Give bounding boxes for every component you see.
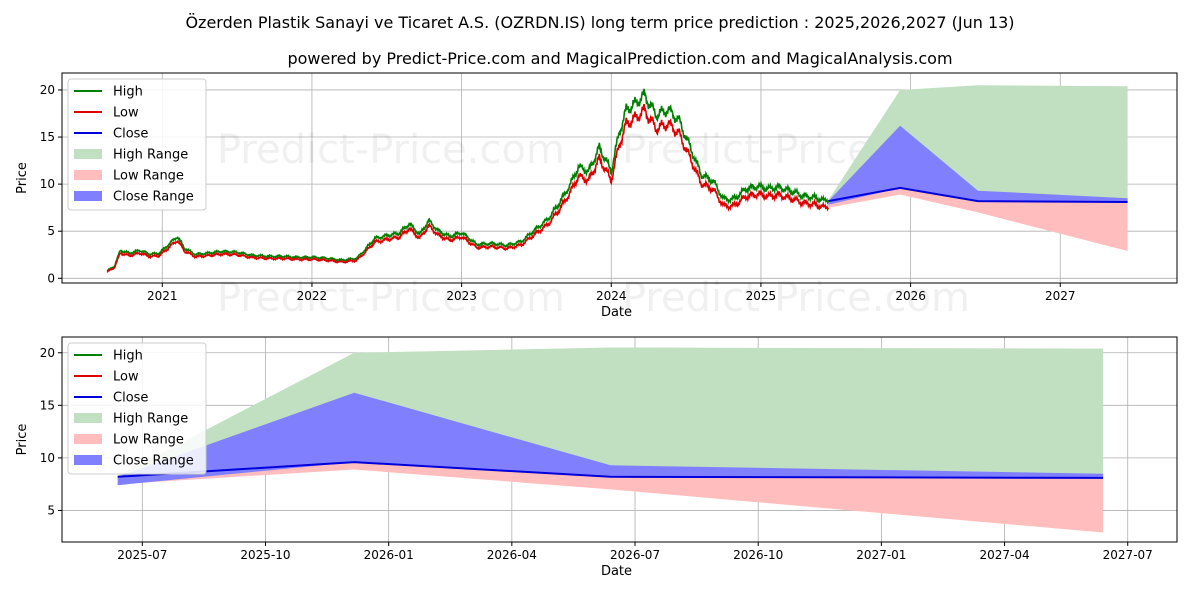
legend-swatch-fill xyxy=(74,434,102,444)
legend-label: Close xyxy=(113,391,148,406)
y-tick-label: 15 xyxy=(40,130,55,144)
x-tick-label: 2027 xyxy=(1045,289,1076,303)
low-range-area xyxy=(117,462,1104,533)
x-tick-label: 2022 xyxy=(297,289,328,303)
legend: High Low Close High Range Low Range Close Ran… xyxy=(67,342,207,475)
x-tick-label: 2027-04 xyxy=(979,548,1029,562)
legend-swatch-fill xyxy=(74,191,102,201)
legend-label: Close Range xyxy=(113,454,194,469)
legend-label: High xyxy=(113,85,143,100)
legend: High Low Close High Range Low Range Close Ran… xyxy=(67,78,207,211)
y-tick-label: 0 xyxy=(47,271,55,285)
x-tick-label: 2021 xyxy=(147,289,178,303)
legend-frame xyxy=(67,78,207,211)
chart-subtitle: powered by Predict-Price.com and Magical… xyxy=(287,49,952,68)
watermark-text: Predict-Price.com xyxy=(217,127,565,173)
y-tick-label: 10 xyxy=(40,451,55,465)
x-tick-label: 2026-07 xyxy=(610,548,660,562)
legend-frame xyxy=(67,342,207,475)
low-price-line xyxy=(106,103,830,273)
y-tick-label: 5 xyxy=(47,224,55,238)
legend-label: High Range xyxy=(113,412,188,427)
x-tick-label: 2023 xyxy=(446,289,477,303)
x-tick-label: 2026-10 xyxy=(733,548,783,562)
y-tick-label: 20 xyxy=(40,83,55,97)
legend-label: Low Range xyxy=(113,433,184,448)
legend-label: Low xyxy=(113,370,139,385)
forecast-panel: Predict-Price.comPredict-Price.com2025-0… xyxy=(15,336,1178,579)
watermark-text: Predict-Price.com xyxy=(217,275,565,321)
axes-frame xyxy=(61,336,1178,543)
legend-swatch-fill xyxy=(74,455,102,465)
forecast-close-line xyxy=(828,186,1128,203)
x-tick-label: 2026-04 xyxy=(487,548,537,562)
x-axis-label: Date xyxy=(601,564,632,579)
y-tick-label: 20 xyxy=(40,346,55,360)
plot-area xyxy=(117,347,1104,533)
x-axis-label: Date xyxy=(601,305,632,320)
x-tick-label: 2024 xyxy=(596,289,627,303)
history-panel: Predict-Price.com Predict-Price.comPredic… xyxy=(15,72,1178,321)
low-range-area xyxy=(828,187,1128,251)
x-tick-label: 2026 xyxy=(895,289,926,303)
forecast-close-line xyxy=(117,461,1104,479)
y-axis-label: Price xyxy=(15,424,30,456)
legend-swatch-fill xyxy=(74,149,102,159)
legend-label: High Range xyxy=(113,148,188,163)
x-tick-label: 2026-01 xyxy=(364,548,414,562)
legend-label: Close Range xyxy=(113,190,194,205)
axes-frame xyxy=(61,72,1178,284)
x-tick-label: 2027-01 xyxy=(856,548,906,562)
x-tick-label: 2025-10 xyxy=(240,548,290,562)
x-tick-label: 2025 xyxy=(746,289,777,303)
legend-label: High xyxy=(113,349,143,364)
x-tick-label: 2027-07 xyxy=(1103,548,1153,562)
y-tick-label: 15 xyxy=(40,398,55,412)
chart-title: Özerden Plastik Sanayi ve Ticaret A.S. (… xyxy=(185,13,1014,32)
y-tick-label: 10 xyxy=(40,177,55,191)
legend-label: Close xyxy=(113,127,148,142)
legend-label: Low xyxy=(113,106,139,121)
y-axis-label: Price xyxy=(15,162,30,194)
close-range-area xyxy=(828,125,1128,205)
legend-swatch-fill xyxy=(74,413,102,423)
y-tick-label: 5 xyxy=(47,503,55,517)
legend-label: Low Range xyxy=(113,169,184,184)
legend-swatch-fill xyxy=(74,170,102,180)
high-price-line xyxy=(106,88,830,272)
plot-area xyxy=(106,85,1128,273)
x-tick-label: 2025-07 xyxy=(117,548,167,562)
